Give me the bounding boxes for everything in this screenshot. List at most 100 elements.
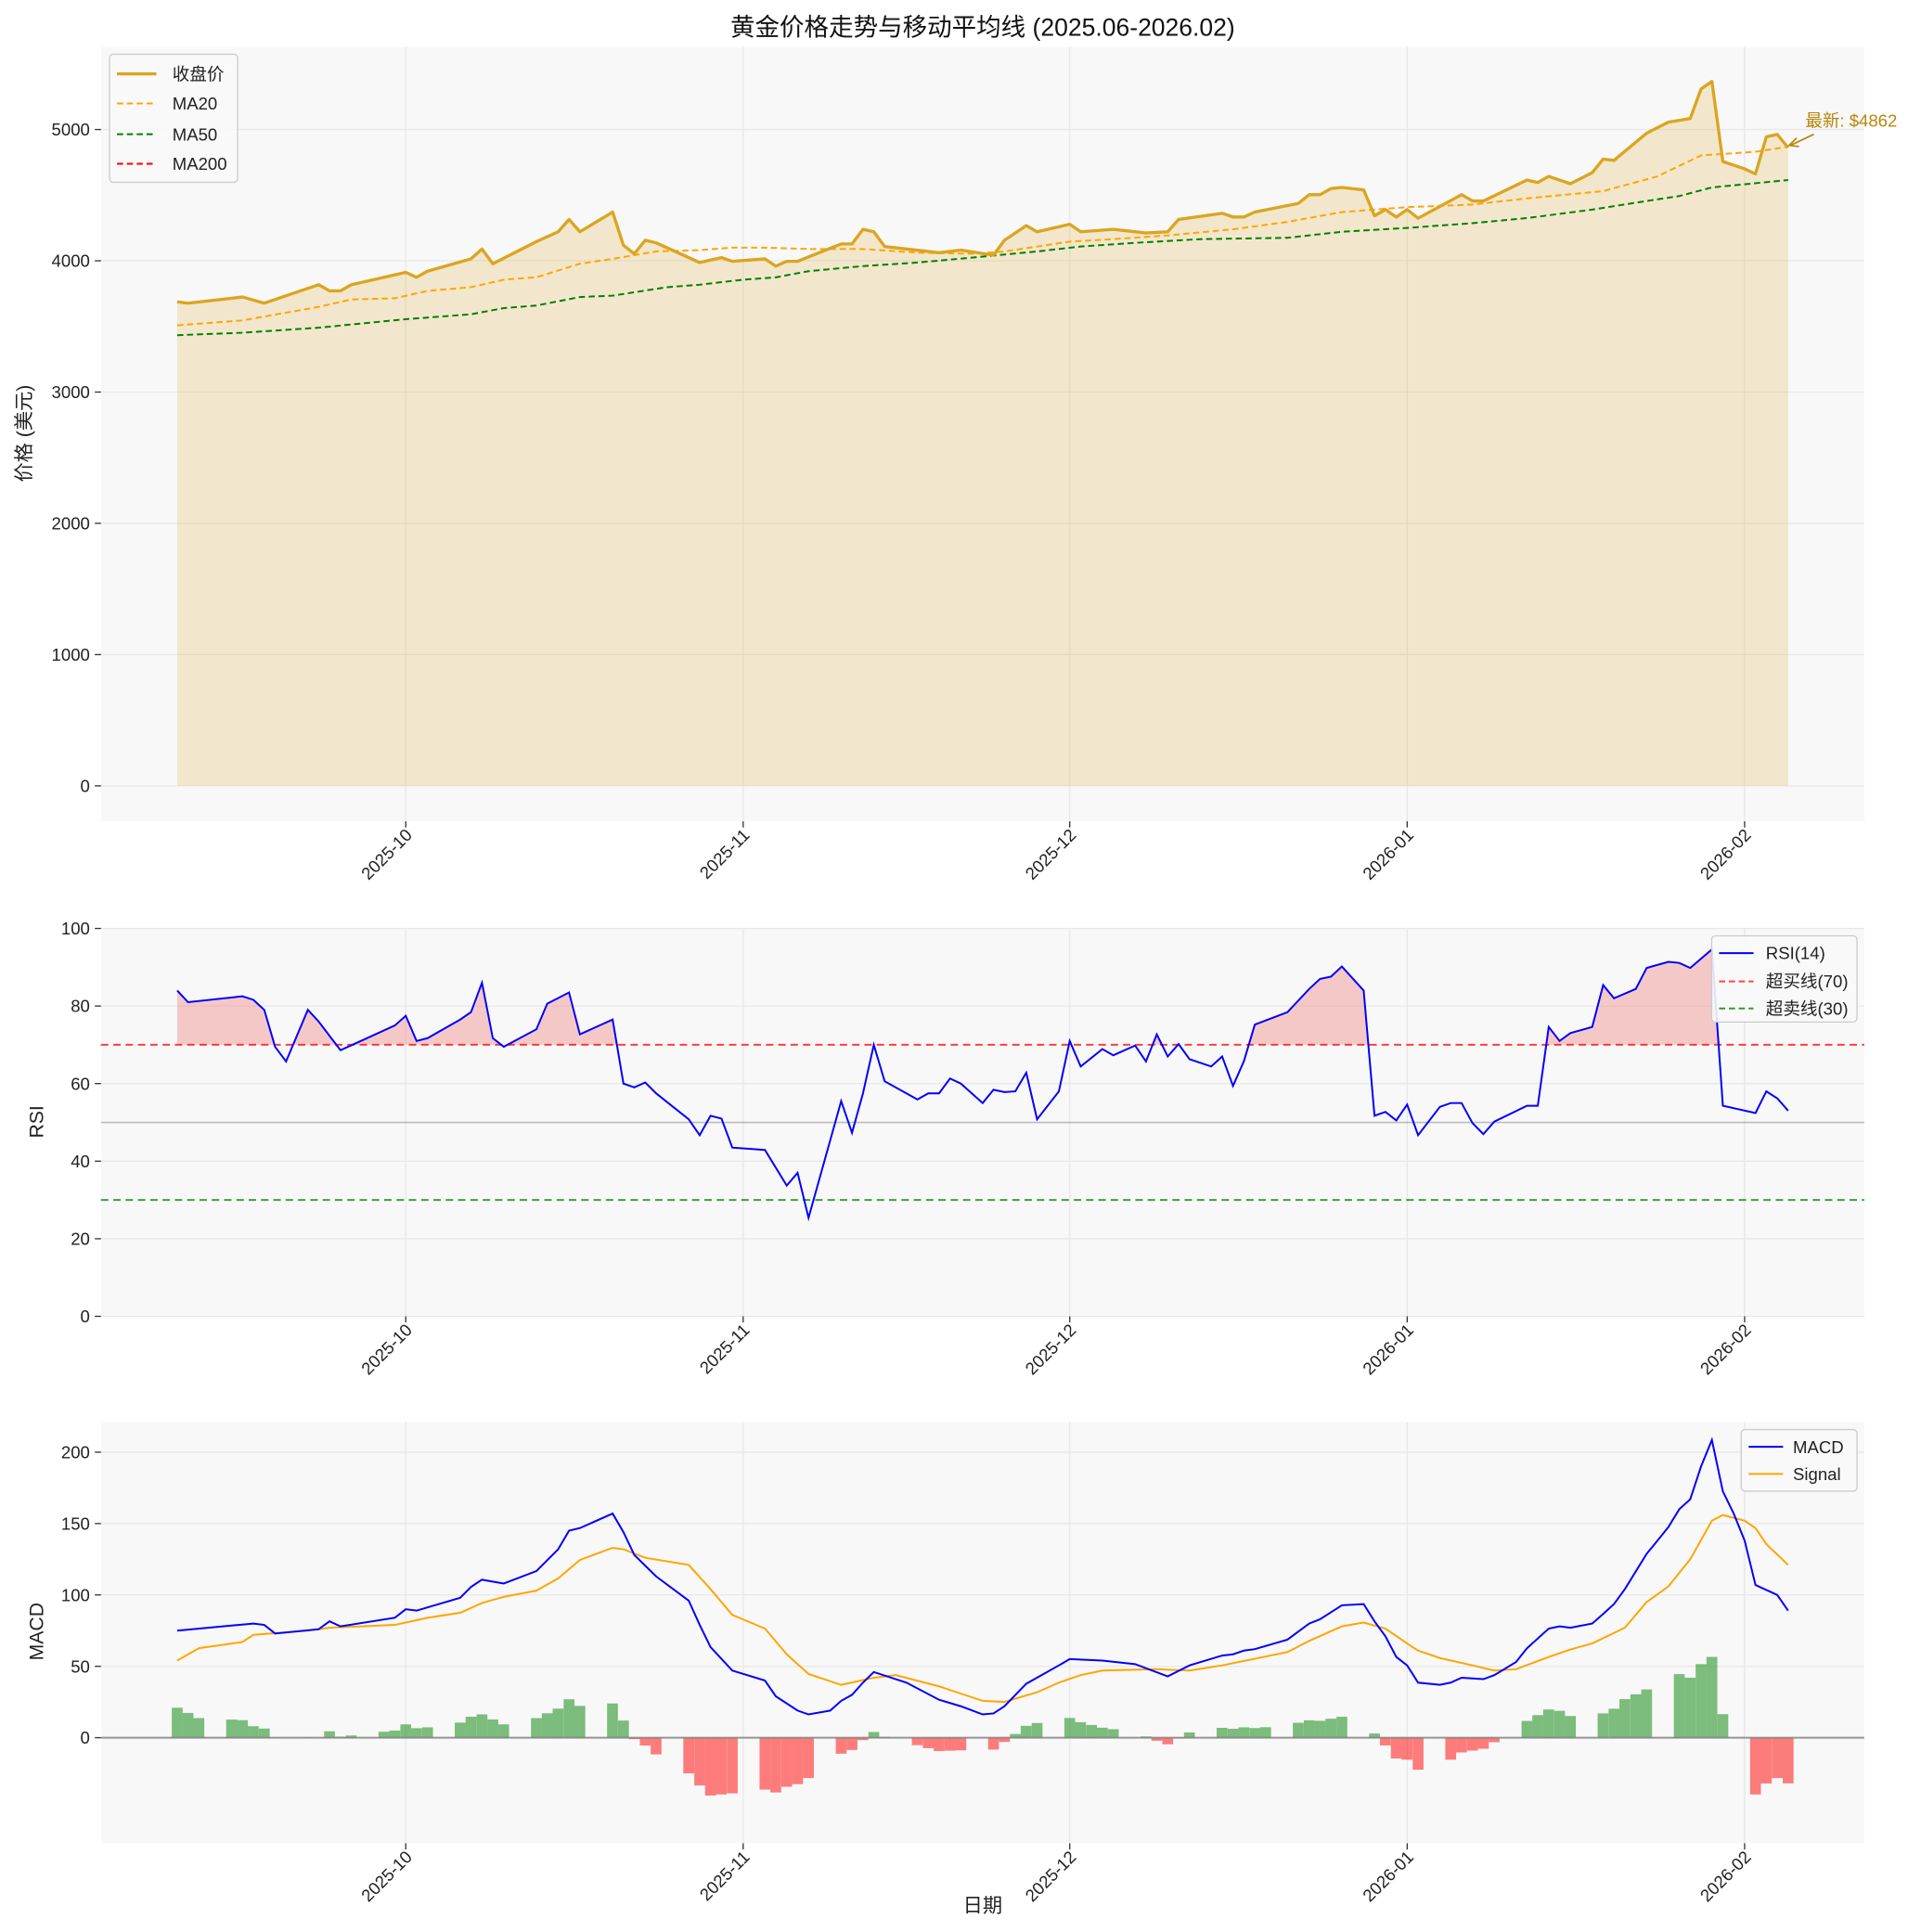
plot-background — [100, 46, 1864, 822]
histogram-bar — [1151, 1737, 1163, 1741]
histogram-bar — [1565, 1716, 1577, 1738]
x-tick-label: 2025-10 — [357, 1847, 416, 1905]
histogram-bar — [1412, 1737, 1424, 1771]
y-tick-label: 100 — [61, 919, 90, 938]
histogram-bar — [1706, 1656, 1718, 1738]
y-tick-label: 0 — [81, 1307, 90, 1326]
histogram-bar — [1183, 1732, 1195, 1738]
histogram-bar — [704, 1737, 716, 1796]
macd-panel: 0 50 100 150 200 2025-10 2025-11 2025-12 2026-01… — [61, 1422, 1864, 1905]
x-tick-label: 2026-01 — [1359, 825, 1417, 883]
y-tick-label: 0 — [81, 1728, 90, 1747]
histogram-bar — [683, 1737, 694, 1774]
histogram-bar — [770, 1737, 781, 1793]
histogram-bar — [868, 1732, 880, 1738]
histogram-bar — [759, 1737, 771, 1790]
signal-line — [176, 1513, 1789, 1704]
macd-legend: MACD Signal — [1740, 1428, 1858, 1492]
y-tick-label: 3000 — [52, 382, 90, 402]
macd-y-axis-label: MACD — [26, 1603, 47, 1660]
histogram-bar — [999, 1737, 1011, 1743]
y-tick-label: 0 — [81, 777, 90, 796]
histogram-bar — [1303, 1719, 1315, 1738]
histogram-bar — [563, 1699, 575, 1738]
histogram-bar — [258, 1728, 270, 1738]
y-tick-label: 200 — [61, 1443, 90, 1462]
histogram-bar — [1020, 1725, 1032, 1738]
histogram-bar — [389, 1730, 401, 1738]
histogram-bar — [1369, 1733, 1380, 1738]
y-tick-label: 80 — [71, 997, 90, 1016]
histogram-bar — [1075, 1721, 1087, 1738]
x-tick-label: 2025-11 — [696, 825, 754, 882]
histogram-bar — [400, 1724, 412, 1738]
histogram-bar — [1772, 1737, 1783, 1779]
latest-price-annotation: 最新: $4862 — [1805, 111, 1897, 131]
histogram-bar — [1477, 1737, 1489, 1749]
histogram-bar — [1554, 1710, 1566, 1738]
histogram-bar — [617, 1720, 629, 1738]
y-tick-label: 60 — [71, 1074, 90, 1093]
histogram-bar — [411, 1728, 422, 1738]
histogram-bar — [934, 1737, 945, 1752]
histogram-bar — [1641, 1689, 1653, 1738]
histogram-bar — [1532, 1715, 1543, 1738]
annotation-arrow — [1787, 133, 1814, 148]
histogram-bar — [639, 1737, 651, 1746]
legend-overbought: 超买线(70) — [1766, 972, 1849, 991]
histogram-bar — [1695, 1664, 1707, 1738]
histogram-bar — [248, 1726, 259, 1738]
macd-x-axis-label: 日期 — [963, 1896, 1002, 1917]
histogram-bar — [487, 1719, 498, 1738]
ma20-line — [176, 146, 1788, 327]
histogram-bar — [1259, 1727, 1271, 1738]
histogram-bar — [1401, 1737, 1413, 1760]
histogram-bar — [944, 1737, 956, 1751]
histogram-bar — [694, 1737, 705, 1786]
histogram-bar — [922, 1737, 935, 1748]
histogram-bar — [324, 1731, 335, 1738]
histogram-bar — [552, 1708, 564, 1738]
legend-close: 收盘价 — [173, 64, 225, 84]
histogram-bar — [1238, 1727, 1250, 1738]
ma50-line — [176, 179, 1788, 337]
histogram-bar — [846, 1737, 857, 1750]
histogram-bar — [987, 1737, 999, 1750]
histogram-bar — [497, 1724, 509, 1738]
histogram-bar — [193, 1718, 205, 1738]
histogram-bar — [835, 1737, 847, 1754]
x-tick-label: 2026-01 — [1359, 1847, 1417, 1905]
x-tick-label: 2025-10 — [357, 825, 416, 883]
histogram-bar — [531, 1718, 542, 1738]
y-tick-label: 20 — [71, 1230, 90, 1249]
histogram-bar — [1673, 1674, 1685, 1738]
legend-ma20: MA20 — [173, 94, 218, 113]
rsi-y-axis-label: RSI — [26, 1105, 47, 1138]
x-tick-label: 2025-10 — [357, 1320, 416, 1378]
histogram-bar — [1314, 1720, 1326, 1738]
histogram-bar — [1010, 1733, 1021, 1738]
histogram-bar — [780, 1737, 793, 1787]
histogram-bar — [1749, 1737, 1761, 1795]
histogram-bar — [792, 1737, 804, 1784]
histogram-bar — [574, 1706, 586, 1738]
histogram-bar — [1542, 1709, 1554, 1738]
histogram-bar — [1782, 1737, 1794, 1784]
histogram-bar — [716, 1737, 728, 1795]
price-panel: 0 1000 2000 3000 4000 5000 2025-10 2025-11 2025-… — [52, 46, 1864, 883]
x-tick-label: 2026-02 — [1696, 1320, 1755, 1378]
x-tick-label: 2025-11 — [696, 1320, 754, 1377]
histogram-bar — [1249, 1728, 1260, 1738]
y-tick-label: 2000 — [52, 514, 90, 534]
histogram-bar — [541, 1713, 553, 1738]
x-tick-label: 2026-02 — [1696, 1847, 1755, 1905]
histogram-bar — [1293, 1722, 1304, 1738]
chart-title: 黄金价格走势与移动平均线 (2025.06-2026.02) — [730, 14, 1235, 42]
histogram-bar — [1031, 1722, 1043, 1738]
histogram-bar — [1227, 1729, 1239, 1738]
x-tick-label: 2025-12 — [1021, 825, 1079, 883]
histogram-bar — [1619, 1699, 1631, 1738]
legend-signal: Signal — [1793, 1464, 1841, 1484]
histogram-bar — [182, 1712, 194, 1738]
close-area-fill — [176, 81, 1788, 786]
